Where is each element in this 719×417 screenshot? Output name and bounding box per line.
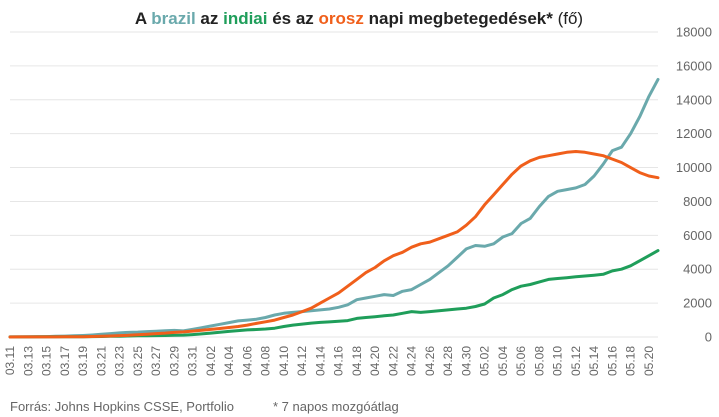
y-tick-label: 2000 [683,296,712,311]
x-tick-label: 03.31 [186,346,200,376]
x-tick-label: 03.17 [58,346,72,376]
footer-note: * 7 napos mozgóátlag [273,399,399,414]
y-tick-label: 18000 [676,25,712,40]
x-tick-label: 03.23 [113,346,127,376]
y-tick-label: 4000 [683,262,712,277]
title-word-es-az: és az [268,9,319,28]
y-tick-label: 16000 [676,58,712,73]
x-tick-label: 03.13 [21,346,35,376]
chart-title: A brazil az indiai és az orosz napi megb… [135,9,583,28]
x-tick-label: 03.21 [94,346,108,376]
x-tick-label: 03.25 [131,346,145,376]
x-tick-label: 05.14 [587,346,601,376]
x-tick-label: 04.06 [240,346,254,376]
x-tick-label: 04.18 [350,346,364,376]
x-tick-label: 04.24 [405,346,419,376]
x-tick-label: 04.08 [259,346,273,376]
series-line-brazil [8,77,660,339]
y-tick-label: 14000 [676,92,712,107]
plot-area [8,77,660,339]
grid [10,31,658,338]
x-tick-label: 03.27 [149,346,163,376]
x-tick-label: 04.04 [222,346,236,376]
x-tick-label: 04.22 [386,346,400,376]
y-tick-label: 10000 [676,160,712,175]
x-tick-label: 04.10 [277,346,291,376]
x-tick-label: 05.04 [496,346,510,376]
y-axis: 0 2000 4000 6000 8000 10000 12000 14000 16000 180… [676,25,712,345]
title-word-unit: (fő) [553,9,583,28]
x-tick-label: 05.10 [551,346,565,376]
x-tick-label: 04.30 [459,346,473,376]
title-word-indiai: indiai [223,9,267,28]
x-tick-label: 04.20 [368,346,382,376]
x-tick-label: 05.12 [569,346,583,376]
x-tick-label: 04.02 [204,346,218,376]
x-axis: 03.11 03.13 03.15 03.17 03.19 03.21 03.23 03.25… [3,346,656,376]
x-tick-label: 04.26 [423,346,437,376]
title-word-orosz: orosz [319,9,364,28]
title-word-az: az [196,9,223,28]
x-tick-label: 04.12 [295,346,309,376]
x-tick-label: 04.16 [332,346,346,376]
x-tick-label: 05.20 [642,346,656,376]
x-tick-label: 03.11 [3,346,17,375]
footer-source: Forrás: Johns Hopkins CSSE, Portfolio [10,399,234,414]
x-tick-label: 05.18 [624,346,638,376]
x-tick-label: 05.02 [478,346,492,376]
x-tick-label: 05.08 [532,346,546,376]
x-tick-label: 03.19 [76,346,90,376]
title-word-rest: napi megbetegedések* [364,9,553,28]
x-tick-label: 03.29 [167,346,181,376]
x-tick-label: 05.06 [514,346,528,376]
series-line-orosz [8,150,660,339]
title-word-a: A [135,9,151,28]
y-tick-label: 8000 [683,194,712,209]
y-tick-label: 12000 [676,126,712,141]
x-tick-label: 04.14 [313,346,327,376]
y-tick-label: 0 [705,330,712,345]
x-tick-label: 03.15 [40,346,54,376]
y-tick-label: 6000 [683,228,712,243]
x-tick-label: 05.16 [605,346,619,376]
title-word-brazil: brazil [151,9,195,28]
x-tick-label: 04.28 [441,346,455,376]
